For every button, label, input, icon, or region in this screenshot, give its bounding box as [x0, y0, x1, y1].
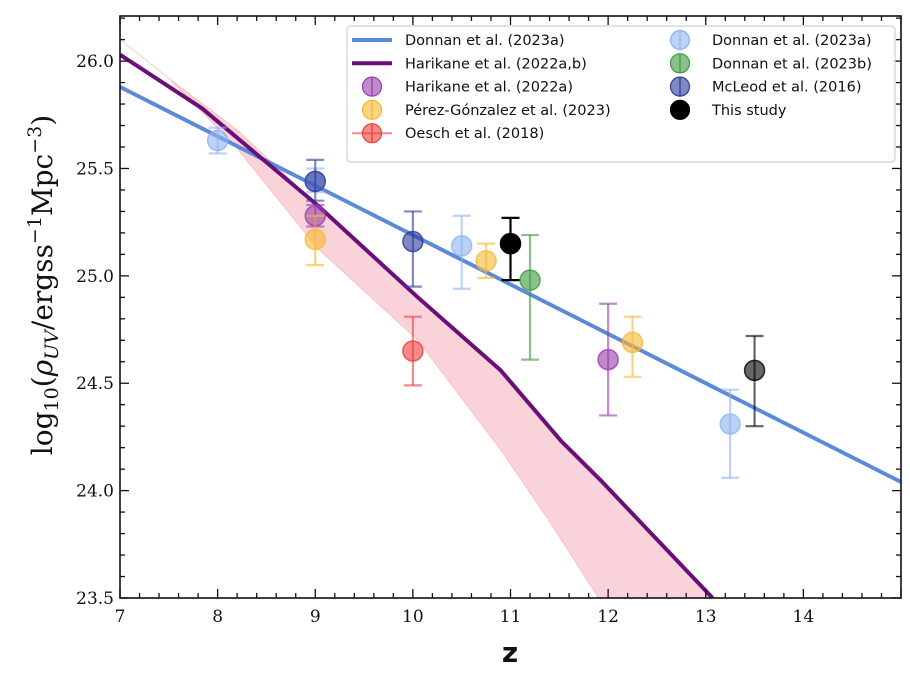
data-point-donnan-et-al-2023a — [206, 126, 229, 155]
legend-entry: This study — [669, 99, 787, 121]
y-tick-label: 25.0 — [76, 267, 114, 287]
legend-entry: Donnan et al. (2023a) — [352, 33, 565, 49]
marker — [621, 331, 644, 354]
harikane-range-band — [120, 39, 714, 598]
data-point-p-rez-g-nzalez-et-al-2023 — [475, 242, 497, 280]
legend-label: Donnan et al. (2023a) — [405, 33, 565, 49]
x-tick-label: 8 — [212, 607, 223, 627]
data-point-harikane-et-al-2022a — [597, 302, 619, 417]
harikane-2022ab-model-line — [120, 53, 715, 598]
model-lines-layer — [120, 53, 901, 598]
y-tick-label: 23.5 — [76, 589, 114, 609]
data-point-donnan-et-al-2023a — [450, 214, 473, 290]
legend-label: Oesch et al. (2018) — [405, 126, 544, 142]
x-axis-title: z — [502, 636, 518, 669]
marker — [475, 250, 497, 272]
legend-entry: Harikane et al. (2022a,b) — [352, 56, 587, 72]
marker — [304, 170, 326, 193]
data-point-p-rez-g-nzalez-et-al-2023 — [621, 315, 644, 378]
y-title-rho-sub: UV — [41, 328, 63, 360]
legend-frame — [346, 25, 896, 163]
legend: Donnan et al. (2023a) Harikane et al. (20… — [346, 25, 896, 163]
x-tick-label: 11 — [500, 607, 522, 627]
y-title-exp1: −1 — [24, 216, 46, 244]
donnan-2023a-fit-line — [120, 85, 901, 484]
data-point-donnan-et-al-2023a — [719, 388, 741, 479]
y-title-unit: /ergss — [26, 244, 59, 330]
legend-label: Harikane et al. (2022a,b) — [405, 56, 587, 72]
y-title-mpc: Mpc — [26, 154, 59, 216]
legend-entry: Donnan et al. (2023b) — [669, 53, 872, 74]
y-title-rho: ρ — [26, 359, 59, 377]
legend-entry: Pérez-Gónzalez et al. (2023) — [361, 99, 611, 121]
marker — [597, 348, 619, 371]
legend-marker-swatch — [669, 99, 691, 121]
data-points-layer — [206, 126, 766, 479]
data-point-mcleod-et-al-2016 — [402, 210, 424, 288]
marker — [499, 232, 522, 255]
legend-label: Pérez-Gónzalez et al. (2023) — [405, 103, 611, 119]
legend-label: McLeod et al. (2016) — [712, 80, 861, 96]
x-tick-label: 9 — [310, 607, 321, 627]
data-point-this-study — [499, 216, 522, 282]
y-title-exp2: −3 — [24, 126, 46, 154]
marker — [450, 235, 473, 257]
marker — [719, 413, 741, 435]
legend-entry: Oesch et al. (2018) — [352, 123, 544, 144]
marker — [206, 129, 229, 152]
marker — [402, 340, 424, 362]
marker — [304, 228, 326, 251]
y-title-log-sub: 10 — [41, 387, 63, 411]
y-tick-label: 24.0 — [76, 482, 114, 502]
y-axis-ticks: 23.5 24.0 24.5 25.0 25.5 26.0 — [76, 17, 901, 609]
x-tick-label: 12 — [597, 607, 619, 627]
y-tick-label: 25.5 — [76, 159, 114, 179]
marker — [402, 230, 424, 253]
legend-items: Donnan et al. (2023a) Harikane et al. (20… — [352, 29, 872, 144]
x-tick-label: 7 — [115, 607, 126, 627]
data-point-donnan-et-al-2023b — [519, 233, 541, 361]
x-tick-label: 10 — [402, 607, 424, 627]
data-point-this-study — [743, 334, 766, 428]
harikane-range-band-layer — [120, 39, 714, 598]
data-point-p-rez-g-nzalez-et-al-2023 — [304, 214, 326, 267]
marker — [743, 359, 766, 382]
y-title-open: ( — [26, 376, 59, 387]
legend-label: Harikane et al. (2022a) — [405, 80, 573, 96]
y-title-close: ) — [26, 115, 59, 126]
legend-entry: Harikane et al. (2022a) — [361, 76, 573, 97]
legend-label: Donnan et al. (2023b) — [712, 56, 872, 72]
x-tick-label: 14 — [793, 607, 815, 627]
legend-label: This study — [711, 103, 787, 119]
legend-entry: Donnan et al. (2023a) — [669, 29, 872, 51]
y-tick-label: 26.0 — [76, 52, 114, 72]
data-point-oesch-et-al-2018 — [402, 315, 424, 387]
y-title-log: log — [26, 411, 59, 455]
x-tick-label: 13 — [695, 607, 717, 627]
legend-entry: McLeod et al. (2016) — [669, 76, 861, 97]
legend-label: Donnan et al. (2023a) — [712, 33, 872, 49]
data-point-mcleod-et-al-2016 — [304, 158, 326, 202]
y-tick-label: 24.5 — [76, 374, 114, 394]
y-axis-title: log10(ρUV/ergss−1Mpc−3) — [24, 115, 63, 455]
x-axis-ticks: 7 8 9 10 11 12 13 14 — [115, 16, 902, 627]
marker — [519, 269, 541, 291]
